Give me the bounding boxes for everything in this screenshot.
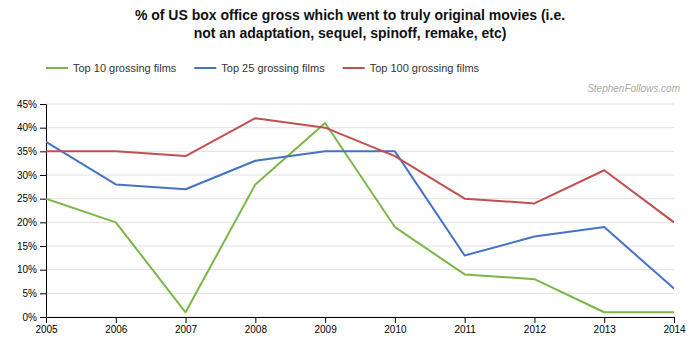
grid bbox=[46, 104, 674, 317]
y-tick-label: 40% bbox=[17, 122, 37, 133]
series-line bbox=[46, 142, 674, 289]
y-tick-mark bbox=[40, 317, 46, 318]
x-tick: 2012 bbox=[524, 317, 547, 335]
legend-label: Top 25 grossing films bbox=[221, 62, 325, 74]
y-axis-line bbox=[40, 105, 47, 318]
y-tick-label: 35% bbox=[17, 146, 37, 157]
y-tick-label: 15% bbox=[17, 241, 37, 252]
x-tick-label: 2012 bbox=[524, 324, 547, 335]
legend-item: Top 100 grossing films bbox=[343, 62, 480, 74]
x-tick-label: 2008 bbox=[245, 324, 268, 335]
x-tick-mark bbox=[116, 317, 117, 323]
lines bbox=[46, 118, 674, 312]
x-tick-label: 2009 bbox=[314, 324, 337, 335]
y-tick: 10% bbox=[17, 264, 46, 275]
x-tick-mark bbox=[534, 317, 535, 323]
y-tick: 5% bbox=[23, 288, 46, 299]
x-tick: 2011 bbox=[454, 317, 476, 335]
x-tick: 2009 bbox=[314, 317, 337, 335]
chart: % of US box office gross which went to t… bbox=[0, 0, 700, 345]
grid-line bbox=[46, 222, 674, 223]
x-tick-mark bbox=[325, 317, 326, 323]
legend-item: Top 25 grossing films bbox=[194, 62, 325, 74]
legend-label: Top 10 grossing films bbox=[73, 62, 177, 74]
grid-line bbox=[46, 104, 674, 105]
y-tick: 45% bbox=[17, 99, 46, 110]
y-tick-mark bbox=[40, 199, 46, 200]
y-tick: 20% bbox=[17, 217, 46, 228]
x-tick: 2007 bbox=[175, 317, 198, 335]
legend-swatch bbox=[46, 67, 68, 69]
y-tick: 15% bbox=[17, 241, 46, 252]
y-tick-mark bbox=[40, 104, 46, 105]
y-tick: 40% bbox=[17, 122, 46, 133]
title: % of US box office gross which went to t… bbox=[135, 7, 565, 41]
legend-swatch bbox=[343, 67, 365, 69]
y-tick: 35% bbox=[17, 146, 46, 157]
series-line bbox=[46, 123, 674, 312]
legend-label: Top 100 grossing films bbox=[370, 62, 480, 74]
y-tick-label: 30% bbox=[17, 170, 37, 181]
y-tick-mark bbox=[40, 270, 46, 271]
y-tick-mark bbox=[40, 151, 46, 152]
x-axis: 2005 2006 2007 2008 2009 2010 2011 2012 2013 2014 bbox=[35, 317, 686, 335]
y-tick-label: 0% bbox=[23, 312, 38, 323]
y-tick-label: 20% bbox=[17, 217, 37, 228]
legend-swatch bbox=[194, 67, 216, 69]
x-tick: 2008 bbox=[245, 317, 268, 335]
x-tick-label: 2006 bbox=[105, 324, 128, 335]
grid-line bbox=[46, 246, 674, 247]
legend-item: Top 10 grossing films bbox=[46, 62, 177, 74]
x-tick: 2013 bbox=[594, 317, 617, 335]
x-tick-label: 2014 bbox=[663, 324, 686, 335]
y-tick: 0% bbox=[23, 312, 46, 323]
x-tick-mark bbox=[604, 317, 605, 323]
series-line bbox=[46, 118, 674, 222]
grid-line bbox=[46, 269, 674, 270]
y-tick-mark bbox=[40, 246, 46, 247]
x-tick-mark bbox=[46, 317, 47, 323]
x-tick-mark bbox=[674, 317, 675, 323]
x-tick-label: 2011 bbox=[454, 324, 476, 335]
grid-line bbox=[46, 198, 674, 199]
annotation: StephenFollows.com bbox=[587, 83, 680, 94]
x-tick: 2005 bbox=[35, 317, 58, 335]
x-tick-label: 2010 bbox=[384, 324, 407, 335]
y-tick: 30% bbox=[17, 170, 46, 181]
y-tick-mark bbox=[40, 128, 46, 129]
x-tick-mark bbox=[255, 317, 256, 323]
legend: Top 10 grossing films Top 25 grossing fil… bbox=[46, 62, 480, 74]
y-tick-label: 5% bbox=[23, 288, 38, 299]
x-tick-label: 2005 bbox=[35, 324, 58, 335]
x-tick: 2010 bbox=[384, 317, 407, 335]
y-tick-label: 25% bbox=[17, 193, 37, 204]
y-tick-label: 10% bbox=[17, 264, 37, 275]
x-axis-line bbox=[47, 318, 675, 324]
x-tick-label: 2013 bbox=[594, 324, 617, 335]
x-tick-mark bbox=[186, 317, 187, 323]
plot-area: 0% 5% 10% 15% 20% 25% 30% 35% 40% 45% 2005 2006 2007… bbox=[17, 99, 686, 335]
y-tick: 25% bbox=[17, 193, 46, 204]
grid-line bbox=[46, 293, 674, 294]
x-tick-mark bbox=[395, 317, 396, 323]
x-tick-label: 2007 bbox=[175, 324, 198, 335]
y-tick-label: 45% bbox=[17, 99, 37, 110]
x-tick: 2014 bbox=[663, 317, 686, 335]
y-tick-mark bbox=[40, 175, 46, 176]
y-tick-mark bbox=[40, 222, 46, 223]
y-axis: 0% 5% 10% 15% 20% 25% 30% 35% 40% 45% bbox=[17, 99, 47, 323]
x-tick-mark bbox=[465, 317, 466, 323]
grid-line bbox=[46, 127, 674, 128]
y-tick-mark bbox=[40, 293, 46, 294]
x-tick: 2006 bbox=[105, 317, 128, 335]
